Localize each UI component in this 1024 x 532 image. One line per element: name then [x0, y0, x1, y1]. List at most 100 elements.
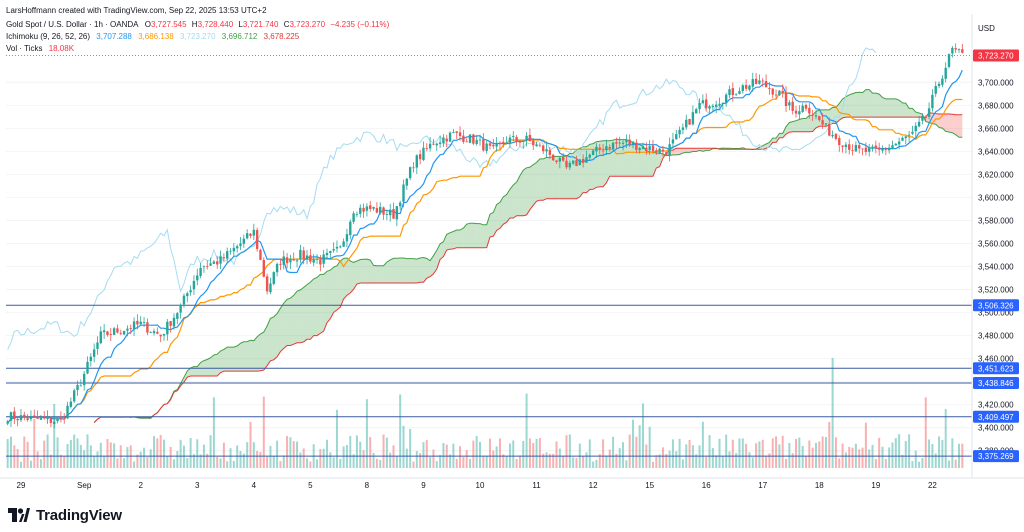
candle-body: [628, 139, 631, 145]
candle-body: [96, 342, 99, 349]
volume-bar: [818, 441, 821, 468]
candle-body: [86, 361, 89, 374]
candle-body: [685, 119, 688, 128]
volume-bar: [781, 435, 784, 468]
candle: [675, 129, 678, 140]
cloud-segment: [267, 318, 271, 366]
candle: [645, 142, 648, 155]
candle: [927, 102, 931, 120]
cloud-segment: [326, 270, 331, 323]
candle: [681, 123, 685, 135]
candle: [648, 140, 651, 155]
candle-body: [232, 247, 236, 252]
candle-body: [349, 221, 352, 236]
candle-body: [146, 322, 149, 333]
volume-bar: [894, 438, 897, 468]
candle: [542, 145, 545, 154]
cloud-segment: [792, 120, 797, 132]
candle: [202, 265, 206, 273]
candle-body: [388, 209, 392, 216]
candle-body: [518, 140, 522, 143]
cloud-segment: [643, 146, 647, 177]
candle: [814, 110, 818, 120]
candle-body: [811, 114, 814, 116]
candle: [705, 93, 708, 112]
candle-body: [169, 321, 172, 326]
candle: [172, 313, 176, 330]
volume-bar: [299, 452, 302, 468]
volume-bar: [884, 458, 887, 468]
volume-bar: [355, 435, 358, 468]
candle-body: [156, 331, 159, 334]
candle-body: [76, 384, 79, 391]
candle-body: [149, 332, 152, 333]
candle: [395, 205, 399, 227]
candle: [339, 245, 342, 249]
candle: [724, 92, 728, 107]
candle-body: [408, 167, 412, 179]
candle-body: [428, 143, 432, 149]
candle: [176, 312, 179, 325]
cloud-segment: [247, 340, 251, 372]
candle: [33, 409, 36, 418]
tradingview-logo[interactable]: TradingView: [8, 505, 122, 525]
volume-bar: [316, 459, 319, 468]
cloud-segment: [875, 93, 880, 118]
cloud-segment: [879, 94, 883, 118]
cloud-segment: [330, 267, 334, 319]
volume-bar: [548, 453, 551, 468]
candle: [721, 102, 725, 110]
candle-body: [665, 152, 668, 156]
candle-body: [871, 146, 874, 148]
volume-bar: [874, 458, 877, 468]
candle: [588, 153, 591, 161]
candle-body: [462, 135, 465, 142]
candle: [349, 219, 352, 240]
volume-bar: [339, 458, 342, 468]
volume-bar: [498, 438, 501, 468]
candle-body: [661, 149, 665, 152]
candle: [219, 250, 222, 270]
volume-bar: [196, 439, 199, 468]
grid-lines: [6, 81, 972, 452]
candle: [671, 132, 675, 149]
candle-body: [695, 109, 698, 114]
candle: [668, 137, 671, 162]
candle-body: [332, 249, 335, 251]
candle-body: [821, 120, 824, 125]
candle: [685, 114, 688, 130]
price-tick-label: 3,680.000: [978, 101, 1014, 110]
candle-body: [226, 251, 229, 259]
cloud-segment: [599, 140, 604, 187]
candle-body: [568, 162, 572, 168]
candle-body: [578, 159, 582, 165]
chikou-line: [7, 47, 877, 350]
candle: [655, 147, 658, 155]
ichimoku-legend: Ichimoku (9, 26, 52, 26) 3,707.288 3,686…: [6, 32, 303, 42]
volume-bar: [675, 451, 678, 468]
candle-body: [365, 206, 369, 211]
candle: [525, 132, 528, 147]
time-tick-label: 11: [532, 481, 541, 490]
candle-body: [369, 205, 372, 210]
cloud-segment: [802, 118, 806, 132]
volume-bar: [13, 445, 16, 468]
volume-bar: [146, 456, 149, 468]
candle: [309, 248, 312, 264]
candle: [551, 153, 555, 162]
candle-body: [142, 322, 146, 323]
candle-body: [166, 321, 169, 335]
candle: [232, 242, 236, 257]
volume-bar: [322, 448, 325, 468]
candle-body: [362, 207, 365, 212]
candle-body: [159, 334, 162, 337]
volume-bar: [319, 449, 322, 468]
cloud-segment: [842, 96, 846, 118]
candle: [432, 139, 435, 146]
candle: [212, 260, 216, 265]
volume-bar: [628, 434, 631, 468]
candle-body: [106, 331, 109, 335]
cloud-segment: [396, 258, 401, 283]
time-axis-labels: 29 Sep 2 3 4 5 8 9 10 11 12 15 16 17 18 19 22: [17, 481, 938, 490]
